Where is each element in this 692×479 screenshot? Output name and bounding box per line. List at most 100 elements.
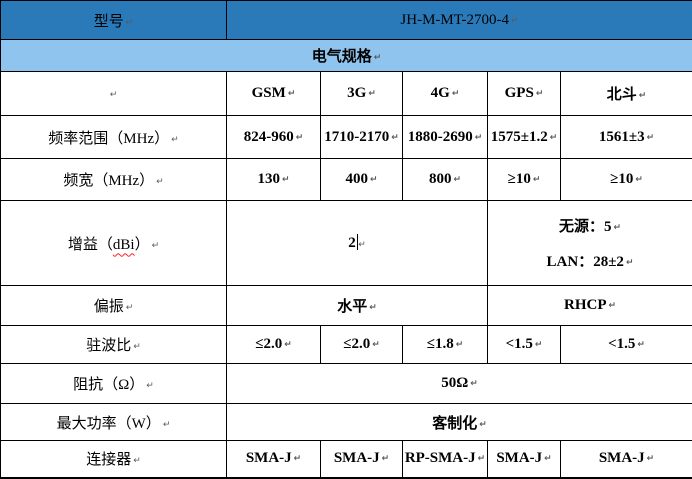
gain-lan-value: LAN：28±2 <box>489 250 692 271</box>
connector-4g-value: RP-SMA-J <box>405 450 485 466</box>
freq-range-4g: 1880-2690 <box>402 115 488 159</box>
row-label-frequency-range: 频率范围（MHz） <box>0 115 227 159</box>
bandwidth-gsm-value: 130 <box>257 171 289 187</box>
freq-range-3g-value: 1710-2170 <box>324 129 399 145</box>
band-header-3g-label: 3G <box>347 85 376 101</box>
gain-label-prefix: 增益（ <box>67 236 113 253</box>
bandwidth-beidou: ≥10 <box>559 158 692 201</box>
connector-gps: SMA-J <box>487 440 561 478</box>
bandwidth-3g-value: 400 <box>345 171 377 187</box>
freq-range-gsm-value: 824-960 <box>244 129 304 145</box>
bandwidth-gsm: 130 <box>226 158 321 201</box>
row-label-vswr: 驻波比 <box>0 325 227 364</box>
band-header-beidou: 北斗 <box>559 71 692 116</box>
gain-cellular-cell[interactable]: 2 <box>226 200 488 286</box>
freq-range-gsm: 824-960 <box>226 115 321 159</box>
model-label-cell: 型号 <box>0 0 227 40</box>
band-header-gsm-label: GSM <box>252 85 296 101</box>
polarization-cellular-cell: 水平 <box>226 285 488 326</box>
max-power-value: 客制化 <box>432 416 487 432</box>
model-value-cell: JH-M-MT-2700-4 <box>225 0 692 40</box>
freq-range-beidou: 1561±3 <box>559 115 692 159</box>
text-cursor <box>356 234 359 250</box>
vswr-beidou-value: <1.5 <box>608 336 645 352</box>
impedance-value-cell: 50Ω <box>225 363 692 404</box>
paragraph-mark <box>110 85 118 101</box>
vswr-4g-value: ≤1.8 <box>427 336 464 352</box>
vswr-beidou: <1.5 <box>559 325 692 364</box>
connector-3g: SMA-J <box>320 440 403 478</box>
connector-3g-value: SMA-J <box>334 450 389 466</box>
bandwidth-3g: 400 <box>320 158 403 201</box>
max-power-label: 最大功率（W） <box>57 416 171 432</box>
model-label: 型号 <box>94 14 134 30</box>
max-power-row: 最大功率（W） 客制化 <box>0 403 692 441</box>
vswr-row: 驻波比 ≤2.0 ≤2.0 ≤1.8 <1.5 <1.5 <box>0 325 692 364</box>
polarization-label: 偏振 <box>94 299 134 315</box>
connector-beidou: SMA-J <box>559 440 692 478</box>
freq-range-beidou-value: 1561±3 <box>599 129 654 145</box>
band-header-gps: GPS <box>487 71 561 116</box>
model-value: JH-M-MT-2700-4 <box>400 12 518 28</box>
connector-gps-value: SMA-J <box>496 450 551 466</box>
gain-gnss-cell: 无源：5 LAN：28±2 <box>486 200 692 286</box>
impedance-label: 阻抗（Ω） <box>73 377 154 393</box>
vswr-gps: <1.5 <box>487 325 561 364</box>
freq-range-4g-value: 1880-2690 <box>408 129 483 145</box>
polarization-gnss-value: RHCP <box>564 297 616 313</box>
vswr-gsm-value: ≤2.0 <box>255 336 292 352</box>
freq-range-3g: 1710-2170 <box>320 115 403 159</box>
bandwidth-beidou-value: ≥10 <box>610 171 643 187</box>
bandwidth-gps-value: ≥10 <box>508 171 541 187</box>
connector-label: 连接器 <box>86 452 141 468</box>
section-header-row: 电气规格 <box>0 39 692 72</box>
bandwidth-4g: 800 <box>402 158 488 201</box>
row-label-bandwidth: 频宽（MHz） <box>0 158 227 201</box>
gain-label-suffix: ） <box>135 237 160 253</box>
connector-row: 连接器 SMA-J SMA-J RP-SMA-J SMA-J SMA-J <box>0 440 692 478</box>
max-power-value-cell: 客制化 <box>225 403 692 441</box>
vswr-gps-value: <1.5 <box>506 336 543 352</box>
vswr-3g: ≤2.0 <box>320 325 403 364</box>
connector-beidou-value: SMA-J <box>599 450 654 466</box>
band-header-beidou-label: 北斗 <box>607 87 647 103</box>
row-label-gain: 增益（dBi） <box>0 200 227 286</box>
row-label-connector: 连接器 <box>0 440 227 478</box>
freq-range-gps: 1575±1.2 <box>487 115 561 159</box>
section-title: 电气规格 <box>312 49 382 65</box>
freq-range-gps-value: 1575±1.2 <box>491 129 558 145</box>
connector-gsm-value: SMA-J <box>246 450 301 466</box>
band-header-row: GSM 3G 4G GPS 北斗 <box>0 71 692 116</box>
impedance-value: 50Ω <box>441 375 478 391</box>
gain-passive-value: 无源：5 <box>489 215 692 236</box>
bandwidth-row: 频宽（MHz） 130 400 800 ≥10 ≥10 <box>0 158 692 201</box>
section-header-cell: 电气规格 <box>0 39 692 72</box>
paragraph-mark <box>358 235 366 251</box>
empty-header-cell <box>0 71 227 116</box>
gain-cellular-value: 2 <box>348 235 356 251</box>
band-header-4g-label: 4G <box>431 85 460 101</box>
bandwidth-4g-value: 800 <box>429 171 461 187</box>
band-header-gps-label: GPS <box>505 85 544 101</box>
polarization-cellular-value: 水平 <box>337 299 377 315</box>
model-row: 型号 JH-M-MT-2700-4 <box>0 0 692 40</box>
row-label-polarization: 偏振 <box>0 285 227 326</box>
frequency-range-row: 频率范围（MHz） 824-960 1710-2170 1880-2690 15… <box>0 115 692 159</box>
band-header-4g: 4G <box>402 71 488 116</box>
vswr-3g-value: ≤2.0 <box>343 336 380 352</box>
band-header-3g: 3G <box>320 71 403 116</box>
vswr-label: 驻波比 <box>86 338 141 354</box>
bandwidth-gps: ≥10 <box>487 158 561 201</box>
gain-row: 增益（dBi） 2 无源：5 LAN：28±2 <box>0 200 692 286</box>
gain-unit-text: dBi <box>112 236 135 253</box>
bandwidth-label: 频宽（MHz） <box>63 173 163 189</box>
band-header-gsm: GSM <box>226 71 321 116</box>
impedance-row: 阻抗（Ω） 50Ω <box>0 363 692 404</box>
connector-4g: RP-SMA-J <box>402 440 488 478</box>
vswr-4g: ≤1.8 <box>402 325 488 364</box>
row-label-impedance: 阻抗（Ω） <box>0 363 227 404</box>
connector-gsm: SMA-J <box>226 440 321 478</box>
vswr-gsm: ≤2.0 <box>226 325 321 364</box>
